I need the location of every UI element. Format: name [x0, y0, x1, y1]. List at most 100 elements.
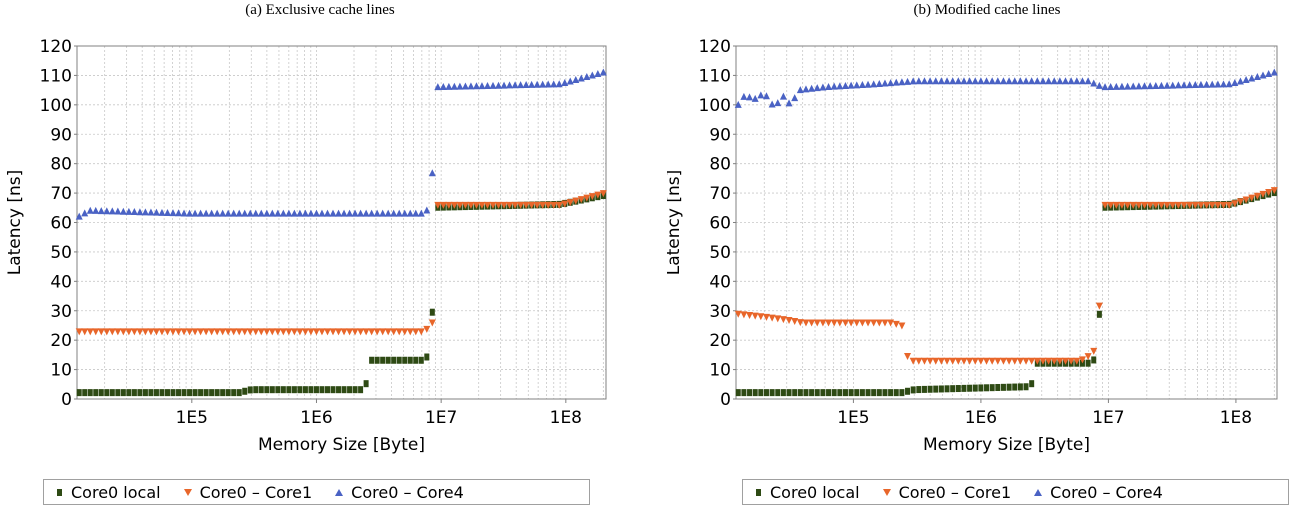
data-point: [1124, 201, 1132, 209]
data-point: [983, 77, 991, 85]
data-point: [1028, 357, 1036, 365]
data-point: [252, 209, 260, 217]
data-point: [97, 207, 105, 215]
legend-marker-triangle-down: [183, 486, 193, 498]
data-point: [357, 328, 365, 336]
data-point: [191, 209, 199, 217]
data-point: [164, 389, 170, 397]
data-point: [904, 77, 912, 85]
data-point: [225, 389, 231, 397]
data-point: [1265, 189, 1273, 197]
data-point: [148, 389, 154, 397]
data-point: [819, 319, 827, 327]
data-point: [141, 328, 149, 336]
chart-plot-exclusive: 0 10 20 30 40 50 60 70 80 90 100 110 120 1E5 1E6 1E7 1E8…: [5, 37, 607, 455]
data-point: [977, 357, 985, 365]
data-point: [153, 389, 159, 397]
data-point: [517, 81, 525, 89]
data-point: [1214, 201, 1222, 209]
data-point: [1067, 77, 1075, 85]
y-tick-label: 90: [709, 125, 731, 145]
data-point: [550, 80, 558, 88]
data-point: [125, 328, 133, 336]
data-point: [932, 357, 940, 365]
data-point: [779, 316, 787, 324]
data-point: [1242, 75, 1250, 83]
data-point: [735, 389, 741, 397]
data-point: [279, 328, 287, 336]
data-point: [1174, 81, 1182, 89]
data-point: [506, 81, 514, 89]
grid: [736, 45, 1277, 400]
data-point: [1039, 77, 1047, 85]
data-point: [423, 206, 431, 214]
data-point: [1112, 201, 1120, 209]
data-point: [820, 389, 826, 397]
data-point: [213, 328, 221, 336]
data-point: [137, 389, 143, 397]
data-point: [830, 319, 838, 327]
chart-title: (a) Exclusive cache lines: [245, 2, 395, 18]
data-point: [837, 389, 843, 397]
data-point: [972, 384, 978, 392]
data-point: [1180, 81, 1188, 89]
data-point: [247, 386, 253, 394]
y-tick-label: 30: [709, 302, 731, 322]
data-point: [119, 328, 127, 336]
data-point: [391, 356, 397, 364]
data-point: [950, 385, 956, 393]
data-point: [152, 328, 160, 336]
data-point: [955, 385, 961, 393]
data-point: [461, 201, 469, 209]
data-point: [1129, 201, 1137, 209]
data-point: [301, 209, 309, 217]
data-point: [75, 212, 83, 220]
data-point: [318, 328, 326, 336]
data-point: [290, 328, 298, 336]
series-1: [75, 190, 607, 336]
data-point: [125, 207, 133, 215]
data-point: [1056, 357, 1064, 365]
data-point: [763, 389, 769, 397]
legend-marker-glyph: [756, 489, 761, 496]
data-point: [1270, 68, 1278, 76]
data-point: [983, 357, 991, 365]
data-point: [214, 389, 220, 397]
data-point: [954, 77, 962, 85]
data-point: [224, 209, 232, 217]
data-point: [858, 319, 866, 327]
data-point: [864, 319, 872, 327]
data-point: [291, 386, 297, 394]
data-point: [892, 78, 900, 86]
data-point: [1141, 201, 1149, 209]
data-point: [269, 386, 275, 394]
data-point: [994, 357, 1002, 365]
data-point: [1157, 81, 1165, 89]
data-point: [439, 201, 447, 209]
data-point: [572, 197, 580, 205]
data-point: [428, 319, 436, 327]
legend-marker-glyph: [183, 489, 192, 496]
data-point: [944, 385, 950, 393]
data-point: [876, 389, 882, 397]
data-point: [1191, 81, 1199, 89]
data-point: [1107, 201, 1115, 209]
data-point: [864, 80, 872, 88]
data-point: [336, 386, 342, 394]
data-point: [467, 201, 475, 209]
data-point: [1191, 201, 1199, 209]
data-point: [966, 357, 974, 365]
y-tick-label: 70: [709, 184, 731, 204]
data-point: [312, 209, 320, 217]
data-point: [103, 207, 111, 215]
data-point: [740, 92, 748, 100]
data-point: [1135, 201, 1143, 209]
data-point: [87, 389, 93, 397]
chart-legend: Core0 local Core0 – Core1 Core0 – Core4: [43, 479, 590, 505]
data-point: [762, 92, 770, 100]
data-point: [1141, 82, 1149, 90]
y-tick-label: 40: [50, 272, 72, 292]
data-point: [791, 94, 799, 102]
data-point: [323, 328, 331, 336]
x-tick-label: 1E5: [837, 408, 869, 428]
